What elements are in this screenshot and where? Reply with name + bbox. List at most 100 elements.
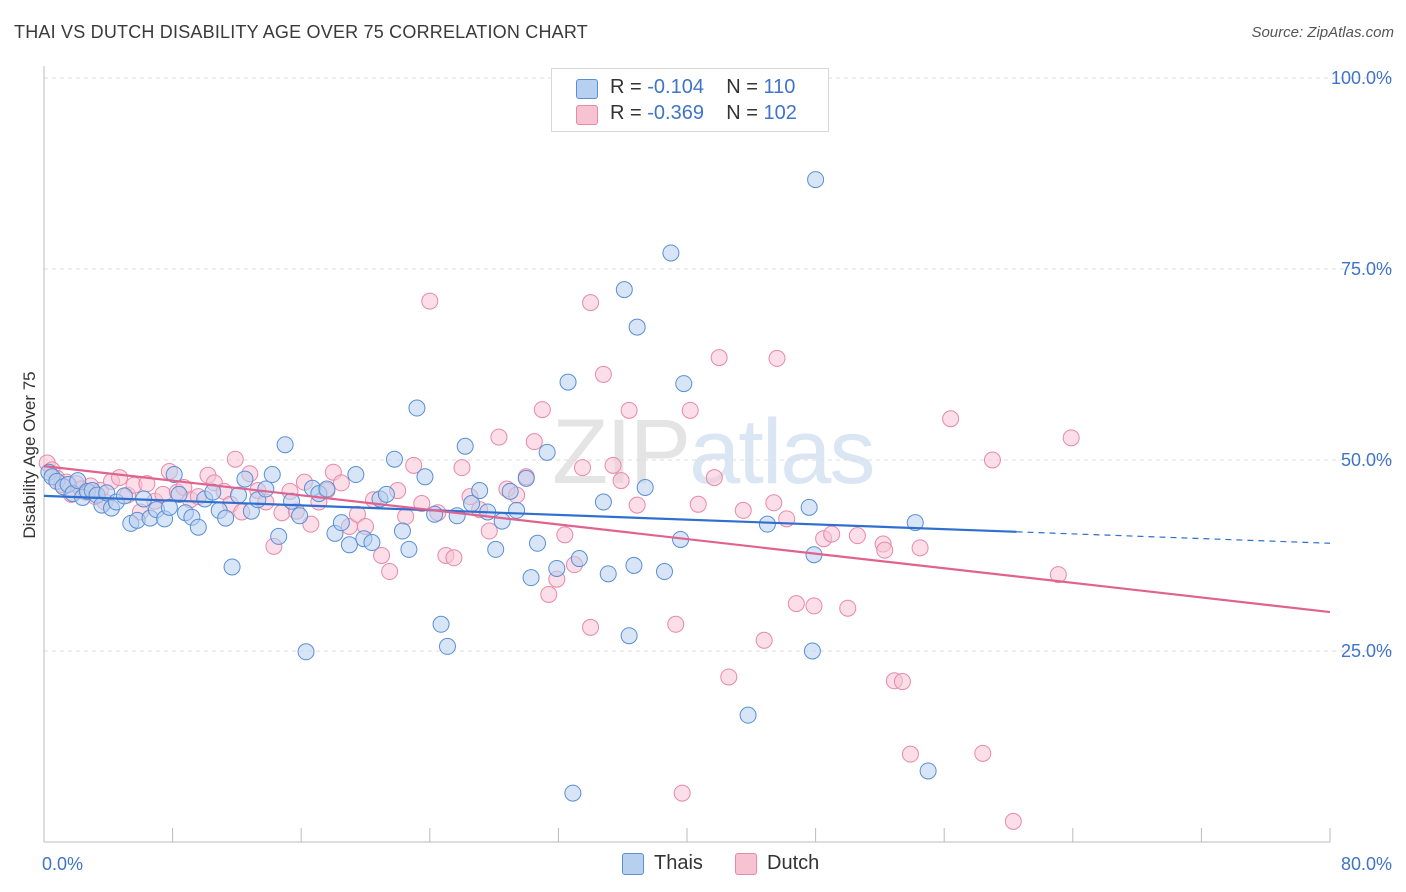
data-point-dutch <box>612 472 630 490</box>
thais-points-layer <box>40 171 937 802</box>
legend-swatch-thais <box>576 79 598 99</box>
data-point-dutch <box>453 459 471 477</box>
legend-swatch-dutch <box>576 105 598 125</box>
data-point-thais <box>263 466 281 484</box>
data-point-thais <box>165 466 183 484</box>
legend-text-dutch: R = -0.369 N = 102 <box>610 102 797 125</box>
bottom-swatch-dutch <box>735 853 757 875</box>
source-label: Source: ZipAtlas.com <box>1251 24 1394 41</box>
data-point-dutch <box>901 745 919 763</box>
data-point-dutch <box>755 631 773 649</box>
data-point-thais <box>115 487 133 505</box>
y-axis-label: Disability Age Over 75 <box>20 371 39 538</box>
trendline-thais <box>43 494 1017 533</box>
data-point-dutch <box>226 450 244 468</box>
data-point-dutch <box>734 501 752 519</box>
data-point-thais <box>270 527 288 545</box>
data-point-thais <box>538 443 556 461</box>
chart-title: THAI VS DUTCH DISABILITY AGE OVER 75 COR… <box>14 22 588 42</box>
legend-box: R = -0.104 N = 110 R = -0.369 N = 102 <box>551 68 829 132</box>
data-point-thais <box>522 569 540 587</box>
data-point-thais <box>318 480 336 498</box>
data-point-thais <box>223 558 241 576</box>
data-point-dutch <box>667 615 685 633</box>
data-point-dutch <box>689 495 707 513</box>
data-point-thais <box>548 559 566 577</box>
data-point-thais <box>408 399 426 417</box>
data-point-dutch <box>765 494 783 512</box>
data-point-thais <box>385 450 403 468</box>
data-point-dutch <box>1004 812 1022 830</box>
data-point-thais <box>564 784 582 802</box>
data-point-thais <box>636 479 654 497</box>
data-point-dutch <box>893 673 911 691</box>
data-point-dutch <box>681 401 699 419</box>
legend-n-label: N = <box>726 76 758 98</box>
data-point-thais <box>517 469 535 487</box>
data-point-dutch <box>574 459 592 477</box>
data-point-thais <box>807 171 825 189</box>
data-point-thais <box>363 534 381 552</box>
y-tick-label: 50.0% <box>1341 450 1392 470</box>
data-point-thais <box>570 550 588 568</box>
data-point-thais <box>69 472 87 490</box>
data-point-thais <box>675 375 693 393</box>
legend-n-value: 102 <box>763 102 797 124</box>
data-point-dutch <box>373 547 391 564</box>
data-point-dutch <box>525 433 543 451</box>
legend-r-label: R = <box>610 76 642 98</box>
data-point-dutch <box>705 469 723 487</box>
data-point-thais <box>217 509 235 527</box>
data-point-thais <box>204 483 222 501</box>
trendline-thais-extension <box>1016 531 1331 544</box>
data-point-thais <box>189 518 207 536</box>
y-tick-label: 100.0% <box>1331 68 1392 88</box>
data-point-dutch <box>787 595 805 613</box>
bottom-swatch-thais <box>622 853 644 875</box>
y-tick-label: 25.0% <box>1341 641 1392 661</box>
data-point-thais <box>599 565 617 583</box>
label-layer: 25.0% 50.0% 75.0% 100.0% 0.0% 80.0% Disability… <box>20 68 1392 874</box>
data-point-dutch <box>540 585 558 603</box>
legend-n-label: N = <box>726 102 758 124</box>
data-point-thais <box>377 485 395 503</box>
data-point-thais <box>620 627 638 645</box>
data-point-thais <box>456 437 474 455</box>
data-point-thais <box>416 468 434 486</box>
data-point-dutch <box>332 474 350 492</box>
legend-r-value: -0.104 <box>647 76 704 98</box>
data-point-thais <box>906 514 924 532</box>
data-point-thais <box>559 373 577 391</box>
data-point-thais <box>276 436 294 454</box>
data-point-thais <box>594 493 612 511</box>
data-point-thais <box>170 485 188 503</box>
data-point-thais <box>340 536 358 554</box>
legend-r-label: R = <box>610 102 642 124</box>
data-point-dutch <box>620 401 638 419</box>
data-point-dutch <box>582 294 600 312</box>
data-point-dutch <box>1062 429 1080 447</box>
data-point-thais <box>393 522 411 540</box>
data-point-dutch <box>974 744 992 762</box>
axis-layer <box>43 66 1331 843</box>
data-point-dutch <box>533 401 551 419</box>
x-tick-label: 80.0% <box>1341 854 1392 874</box>
legend-r-value: -0.369 <box>647 102 704 124</box>
data-point-dutch <box>848 527 866 545</box>
data-point-dutch <box>604 456 622 474</box>
legend-text-thais: R = -0.104 N = 110 <box>610 76 795 99</box>
data-point-dutch <box>942 410 960 428</box>
data-point-dutch <box>421 292 439 310</box>
data-point-dutch <box>768 349 786 367</box>
data-point-dutch <box>111 469 129 487</box>
data-point-dutch <box>805 597 823 615</box>
data-point-thais <box>487 540 505 558</box>
data-point-thais <box>426 505 444 523</box>
data-point-dutch <box>490 428 508 446</box>
data-point-dutch <box>876 541 894 559</box>
data-point-dutch <box>628 496 646 514</box>
data-point-dutch <box>556 526 574 544</box>
data-point-thais <box>758 515 776 533</box>
data-point-dutch <box>594 365 612 383</box>
data-point-dutch <box>445 549 463 567</box>
